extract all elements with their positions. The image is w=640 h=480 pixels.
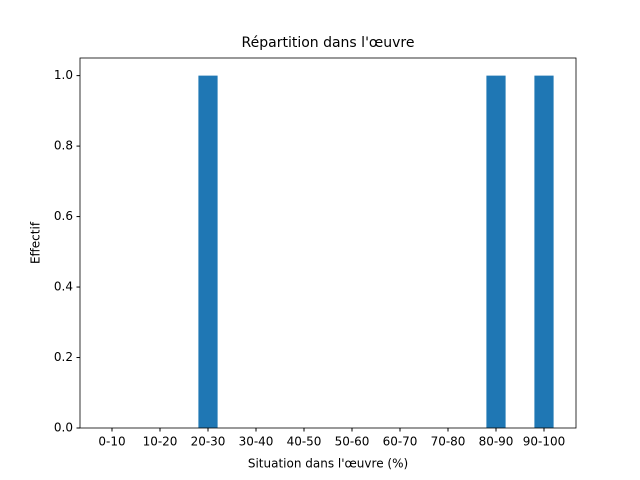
- bar: [486, 75, 506, 428]
- x-tick-label: 30-40: [239, 435, 274, 449]
- bar: [198, 75, 218, 428]
- y-tick-label: 1.0: [54, 68, 73, 82]
- x-tick-label: 10-20: [143, 435, 178, 449]
- y-tick-label: 0.8: [54, 139, 73, 153]
- x-tick-label: 20-30: [191, 435, 226, 449]
- y-axis-label: Effectif: [29, 221, 43, 264]
- y-tick-label: 0.4: [54, 280, 73, 294]
- y-tick-label: 0.2: [54, 350, 73, 364]
- x-tick-label: 60-70: [383, 435, 418, 449]
- x-tick-label: 70-80: [431, 435, 466, 449]
- bar: [534, 75, 554, 428]
- x-tick-label: 40-50: [287, 435, 322, 449]
- x-tick-label: 90-100: [523, 435, 566, 449]
- plot-frame: [79, 57, 577, 429]
- y-tick-label: 0.0: [54, 421, 73, 435]
- x-axis-label: Situation dans l'œuvre (%): [248, 457, 408, 471]
- x-tick-label: 80-90: [479, 435, 514, 449]
- chart-title: Répartition dans l'œuvre: [242, 35, 415, 51]
- x-tick-label: 50-60: [335, 435, 370, 449]
- x-tick-label: 0-10: [98, 435, 125, 449]
- y-tick-label: 0.6: [54, 209, 73, 223]
